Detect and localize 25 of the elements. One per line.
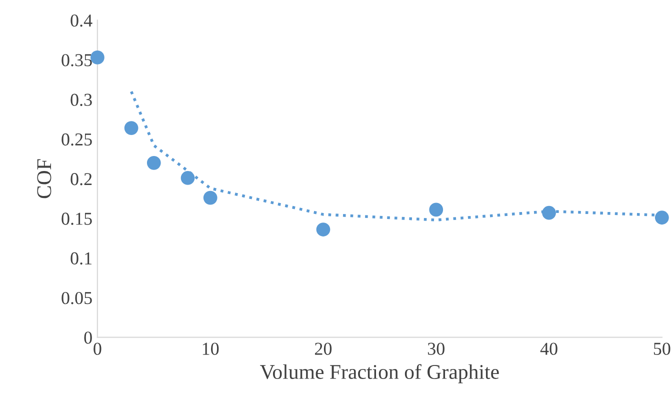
point bbox=[429, 202, 444, 217]
y-tick-label: 0.15 bbox=[62, 212, 92, 225]
y-tick-label: 0.4 bbox=[70, 14, 92, 27]
x-tick-label: 0 bbox=[94, 342, 102, 355]
point bbox=[316, 222, 330, 236]
y-tick-label: 0.2 bbox=[70, 173, 92, 186]
x-tick-label: 50 bbox=[654, 342, 670, 355]
y-tick-label: 0.3 bbox=[70, 94, 92, 106]
y-tick-label: 0 bbox=[84, 332, 92, 344]
x-tick-label: 40 bbox=[540, 342, 558, 355]
x-tick-label: 30 bbox=[428, 342, 444, 355]
y-axis-title: COF bbox=[37, 159, 52, 198]
point bbox=[542, 206, 556, 220]
x-axis-title: Volume Fraction of Graphite bbox=[260, 364, 499, 384]
y-tick-label: 0.1 bbox=[70, 252, 92, 265]
point bbox=[124, 121, 138, 135]
y-tick-label: 0.25 bbox=[62, 133, 92, 146]
y-tick-label: 0.35 bbox=[62, 54, 92, 66]
y-tick-label: 0.05 bbox=[62, 292, 92, 304]
point bbox=[203, 190, 218, 205]
x-tick-label: 10 bbox=[202, 342, 219, 355]
point bbox=[180, 171, 195, 185]
point bbox=[654, 210, 669, 225]
point bbox=[146, 156, 161, 170]
x-tick-label: 20 bbox=[314, 342, 332, 355]
